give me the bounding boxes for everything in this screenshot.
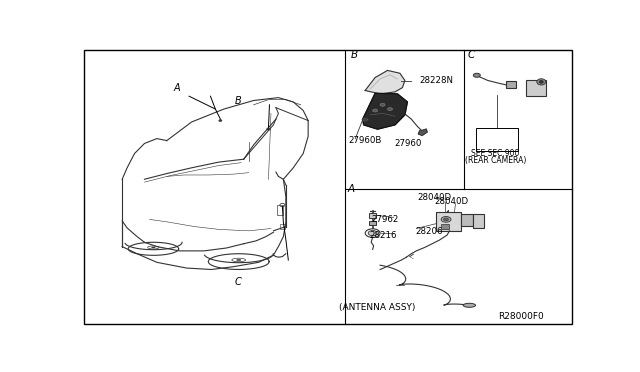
Text: (REAR CAMERA): (REAR CAMERA)	[465, 156, 526, 165]
Bar	[280, 224, 285, 230]
Text: 28206: 28206	[416, 227, 444, 236]
Ellipse shape	[372, 109, 378, 112]
Ellipse shape	[388, 108, 392, 110]
Text: B: B	[234, 96, 241, 106]
Polygon shape	[419, 129, 428, 135]
Ellipse shape	[540, 80, 543, 83]
Text: A: A	[348, 184, 355, 194]
Ellipse shape	[152, 247, 155, 248]
Ellipse shape	[537, 79, 546, 85]
Ellipse shape	[444, 218, 449, 221]
Text: 28216: 28216	[369, 231, 397, 240]
Text: (ANTENNA ASSY): (ANTENNA ASSY)	[339, 302, 416, 312]
Text: C: C	[234, 277, 241, 287]
Text: 28040D: 28040D	[435, 197, 468, 206]
Ellipse shape	[237, 259, 241, 260]
Bar	[369, 213, 376, 218]
Bar	[369, 221, 376, 225]
Bar	[441, 224, 449, 228]
Ellipse shape	[364, 119, 367, 121]
Text: C: C	[468, 50, 475, 60]
Ellipse shape	[267, 128, 270, 130]
Ellipse shape	[368, 231, 377, 236]
Ellipse shape	[474, 73, 480, 77]
Bar	[461, 214, 474, 226]
Ellipse shape	[463, 303, 476, 307]
Text: 27960: 27960	[394, 139, 422, 148]
Bar	[474, 214, 484, 228]
Text: B: B	[350, 50, 358, 60]
Text: 28228N: 28228N	[420, 76, 454, 85]
Polygon shape	[363, 93, 408, 129]
Text: SEE SEC.900: SEE SEC.900	[472, 149, 520, 158]
Ellipse shape	[362, 118, 368, 121]
Text: R28000F0: R28000F0	[499, 312, 544, 321]
FancyBboxPatch shape	[527, 80, 547, 96]
Ellipse shape	[441, 217, 451, 222]
Polygon shape	[365, 70, 405, 94]
Text: A: A	[173, 83, 180, 93]
Ellipse shape	[219, 120, 222, 121]
Bar	[476, 128, 518, 151]
Bar	[277, 205, 284, 215]
FancyBboxPatch shape	[506, 81, 516, 88]
Text: 28040D: 28040D	[417, 193, 451, 202]
Text: 27962: 27962	[372, 215, 399, 224]
Ellipse shape	[380, 103, 385, 106]
Text: 27960B: 27960B	[348, 136, 381, 145]
FancyBboxPatch shape	[436, 212, 461, 231]
